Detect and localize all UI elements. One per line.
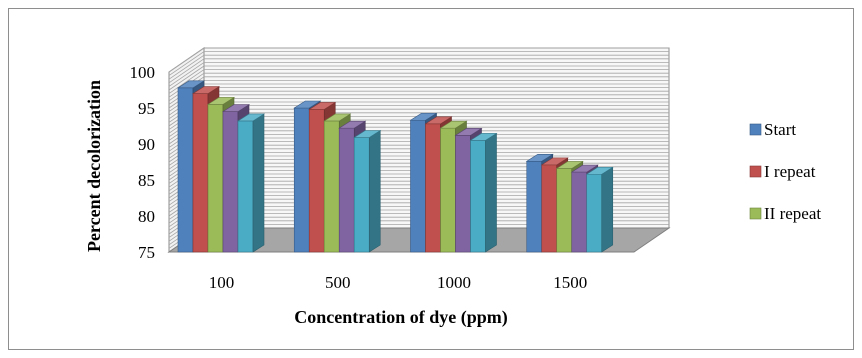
bar-front xyxy=(177,87,194,253)
bar-top xyxy=(525,153,554,162)
bar-top xyxy=(424,116,453,125)
bar-top xyxy=(236,113,266,122)
x-tick-label: 1500 xyxy=(553,273,587,292)
gridline-side xyxy=(168,69,205,94)
bar-front xyxy=(293,107,310,253)
bar-front xyxy=(410,119,426,253)
bar-side xyxy=(252,113,265,253)
gridline-side xyxy=(168,54,205,80)
bar-top xyxy=(338,120,367,129)
bar-side xyxy=(601,166,614,253)
y-tick-label: 100 xyxy=(130,63,156,82)
bar-front xyxy=(207,104,224,253)
bar-front xyxy=(237,120,254,253)
bar-front xyxy=(586,173,603,253)
x-tick-labels: 100 500 1000 1500 xyxy=(209,273,588,292)
chart-frame: 75 80 85 90 95 100 100 500 1000 1500 Percent dec… xyxy=(8,8,854,350)
y-tick-label: 80 xyxy=(138,207,155,226)
bar-side xyxy=(368,129,381,253)
bar-side xyxy=(485,132,497,253)
bar-front xyxy=(556,168,573,253)
legend-label: Start xyxy=(764,120,796,139)
bar-front xyxy=(526,160,543,253)
bars xyxy=(176,80,614,253)
bar-front xyxy=(353,137,370,253)
bar-top xyxy=(555,161,584,169)
bar-front xyxy=(541,164,558,253)
legend-swatch xyxy=(749,123,762,136)
bar-top xyxy=(293,100,322,109)
gridline-side xyxy=(168,47,205,73)
legend-label: I repeat xyxy=(764,162,816,181)
y-tick-label: 95 xyxy=(138,99,155,118)
bar-top xyxy=(585,166,614,175)
x-tick-label: 100 xyxy=(209,273,235,292)
bar-top xyxy=(221,104,251,112)
bar-top xyxy=(353,130,382,138)
bar-chart: 75 80 85 90 95 100 100 500 1000 1500 Percent dec… xyxy=(84,47,821,328)
bar-front xyxy=(192,93,209,253)
gridline-side xyxy=(168,65,205,91)
legend: Start I repeat II repeat xyxy=(749,120,821,223)
legend-label: II repeat xyxy=(764,204,821,223)
bar-top xyxy=(454,128,483,136)
gridline-side xyxy=(168,62,205,87)
bar-top xyxy=(570,164,599,173)
bar-top xyxy=(191,86,221,94)
bar-front xyxy=(308,109,325,253)
legend-swatch xyxy=(749,165,762,178)
x-tick-label: 500 xyxy=(325,273,351,292)
y-tick-label: 90 xyxy=(138,135,155,154)
bar-front xyxy=(323,120,340,253)
legend-swatch xyxy=(749,207,762,220)
y-tick-label: 75 xyxy=(138,243,155,262)
bar-front xyxy=(338,127,355,253)
bar-top xyxy=(206,97,236,105)
bar-top xyxy=(176,80,206,89)
bar-front xyxy=(571,171,588,253)
bar-top xyxy=(308,102,337,110)
bar-top xyxy=(540,157,569,166)
x-axis-title: Concentration of dye (ppm) xyxy=(294,307,508,328)
x-tick-label: 1000 xyxy=(437,273,471,292)
bar-top xyxy=(409,112,438,121)
bar-front xyxy=(222,111,239,253)
gridline-side xyxy=(168,58,205,84)
bar-top xyxy=(469,133,498,141)
y-axis-title: Percent decolorization xyxy=(84,80,104,252)
bar-top xyxy=(439,120,468,129)
bar-front xyxy=(440,127,456,253)
y-tick-labels: 75 80 85 90 95 100 xyxy=(130,63,156,262)
y-tick-label: 85 xyxy=(138,171,155,190)
bar-top xyxy=(323,113,352,122)
bar-front xyxy=(455,135,471,253)
bar-front xyxy=(470,140,486,253)
gridline-side xyxy=(168,51,205,76)
bar-front xyxy=(425,123,441,253)
